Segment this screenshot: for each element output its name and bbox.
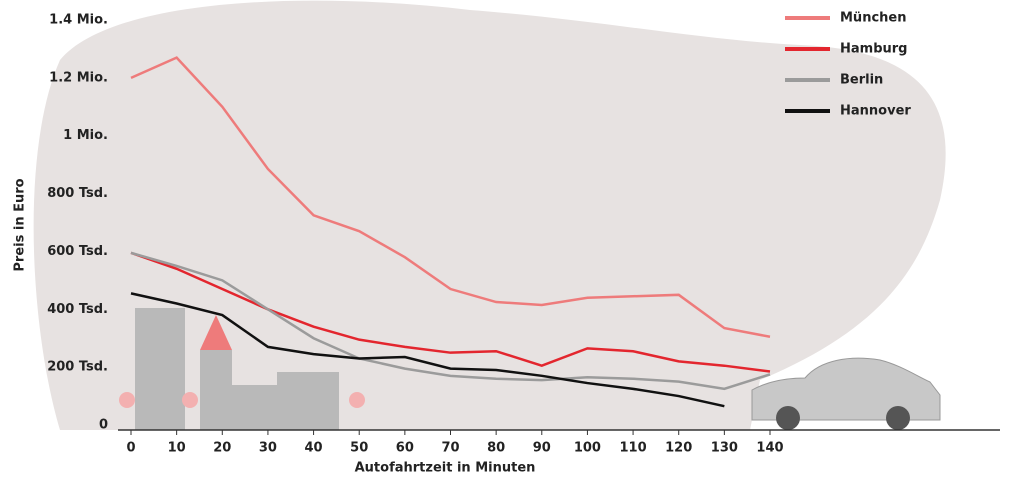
y-tick-label: 600 Tsd. bbox=[47, 244, 108, 259]
building bbox=[277, 372, 339, 430]
car bbox=[751, 357, 941, 430]
y-tick-label: 1.4 Mio. bbox=[49, 13, 108, 28]
x-tick-label: 40 bbox=[305, 441, 323, 456]
tree bbox=[182, 392, 198, 408]
church-roof bbox=[200, 315, 232, 350]
legend-label: Berlin bbox=[840, 73, 883, 88]
series-line bbox=[130, 251, 771, 391]
x-axis-label: Autofahrtzeit in Minuten bbox=[355, 461, 536, 476]
building bbox=[135, 308, 185, 430]
x-tick-label: 0 bbox=[126, 441, 135, 456]
x-tick-label: 10 bbox=[168, 441, 186, 456]
buildings bbox=[119, 308, 365, 430]
x-tick-label: 30 bbox=[259, 441, 277, 456]
y-tick-label: 1.2 Mio. bbox=[49, 70, 108, 85]
x-tick-label: 90 bbox=[533, 441, 551, 456]
legend-label: München bbox=[840, 11, 906, 26]
x-tick-label: 140 bbox=[756, 441, 783, 456]
x-tick-label: 20 bbox=[213, 441, 231, 456]
series-line bbox=[130, 292, 725, 408]
x-tick-label: 100 bbox=[574, 441, 601, 456]
x-tick-label: 50 bbox=[350, 441, 368, 456]
x-tick-label: 80 bbox=[487, 441, 505, 456]
building bbox=[232, 385, 277, 430]
x-tick-label: 110 bbox=[620, 441, 647, 456]
series-line bbox=[130, 56, 771, 338]
car-body bbox=[751, 357, 941, 421]
legend-label: Hannover bbox=[840, 104, 911, 119]
wheel bbox=[776, 406, 800, 430]
x-tick-label: 120 bbox=[665, 441, 692, 456]
x-tick-label: 70 bbox=[441, 441, 459, 456]
tree bbox=[349, 392, 365, 408]
legend-label: Hamburg bbox=[840, 42, 907, 57]
y-tick-label: 0 bbox=[99, 418, 108, 433]
x-tick-label: 60 bbox=[396, 441, 414, 456]
x-tick-label: 130 bbox=[711, 441, 738, 456]
y-tick-label: 400 Tsd. bbox=[47, 302, 108, 317]
y-axis-label: Preis in Euro bbox=[13, 178, 28, 271]
y-tick-label: 1 Mio. bbox=[63, 128, 108, 143]
y-tick-label: 200 Tsd. bbox=[47, 360, 108, 375]
series-line bbox=[130, 251, 771, 373]
y-tick-label: 800 Tsd. bbox=[47, 186, 108, 201]
wheel bbox=[886, 406, 910, 430]
church bbox=[200, 350, 232, 430]
tree bbox=[119, 392, 135, 408]
